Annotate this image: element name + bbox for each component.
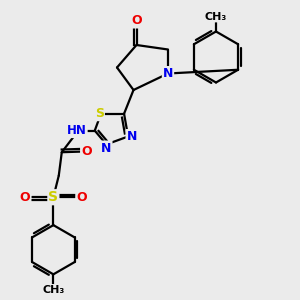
Text: N: N xyxy=(163,67,173,80)
Text: S: S xyxy=(48,190,59,204)
Text: N: N xyxy=(127,130,137,143)
Text: O: O xyxy=(76,191,87,204)
Text: HN: HN xyxy=(67,124,87,137)
Text: O: O xyxy=(131,14,142,28)
Text: O: O xyxy=(20,191,31,204)
Text: CH₃: CH₃ xyxy=(42,285,64,295)
Text: N: N xyxy=(101,142,112,154)
Text: CH₃: CH₃ xyxy=(205,11,227,22)
Text: S: S xyxy=(95,107,104,120)
Text: O: O xyxy=(81,145,92,158)
